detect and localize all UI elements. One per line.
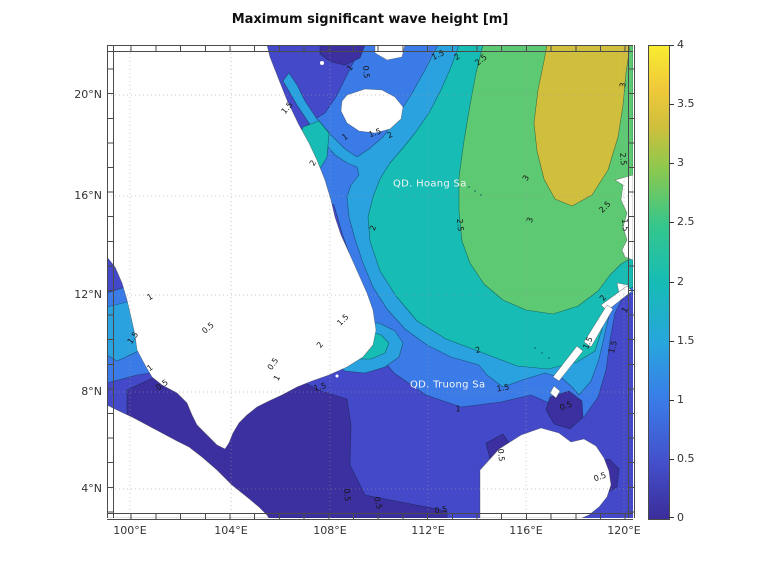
map-plot-area: 1 0.5 1.5 2 2.5 3 1.5 1 1.5 2 2 2 2.5 3 3 2.5 2.5 1.5 2 1 1.… (107, 45, 633, 518)
land-palawan-2 (583, 304, 614, 348)
colorbar-tick-label: 3 (677, 156, 684, 170)
colorbar-tick-label: 1.5 (677, 333, 695, 347)
colorbar-tick-mark (669, 222, 674, 224)
colorbar-tick-mark (669, 104, 674, 106)
colorbar (648, 45, 670, 520)
colorbar-tick-mark (669, 458, 674, 460)
graticule-gridlines (107, 45, 633, 518)
y-tick-label: 16°N (74, 189, 102, 202)
y-tick-label: 12°N (74, 288, 102, 301)
colorbar-tick-label: 0 (677, 511, 684, 524)
y-tick-label: 4°N (81, 482, 102, 495)
colorbar-tick-label: 3.5 (677, 97, 695, 111)
colorbar-tick-mark (669, 163, 674, 165)
x-tick-label: 100°E (113, 524, 147, 537)
contour-map (107, 45, 633, 518)
colorbar-tick-label: 2.5 (677, 215, 695, 229)
colorbar-tick-label: 4 (677, 38, 684, 51)
colorbar-tick-mark (669, 517, 674, 518)
land-hainan-island (340, 88, 404, 134)
x-tick-label: 116°E (509, 524, 543, 537)
reef-specks (468, 186, 550, 359)
colorbar-tick-mark (669, 340, 674, 342)
land-palawan-3 (552, 345, 584, 382)
colorbar-tick-label: 0.5 (677, 451, 695, 465)
colorbar-tick-label: 1 (677, 392, 684, 406)
colorbar-gradient (649, 46, 669, 519)
x-tick-label: 104°E (214, 524, 248, 537)
small-islands (168, 61, 339, 378)
band-3-3.5-maximum (533, 45, 631, 207)
colorbar-tick-mark (669, 281, 674, 283)
y-tick-label: 8°N (81, 385, 102, 398)
x-tick-label: 108°E (313, 524, 347, 537)
land-masses (107, 45, 633, 518)
x-tick-label: 120°E (607, 524, 641, 537)
colorbar-tick-label: 2 (677, 274, 684, 288)
chart-title: Maximum significant wave height [m] (231, 12, 509, 27)
colorbar-tick-mark (669, 399, 674, 401)
x-tick-label: 112°E (411, 524, 445, 537)
land-indochina-mainland (107, 45, 377, 450)
band-0-0.5-palawan (545, 390, 584, 430)
y-tick-label: 20°N (74, 88, 102, 101)
colorbar-tick-mark (669, 45, 674, 46)
